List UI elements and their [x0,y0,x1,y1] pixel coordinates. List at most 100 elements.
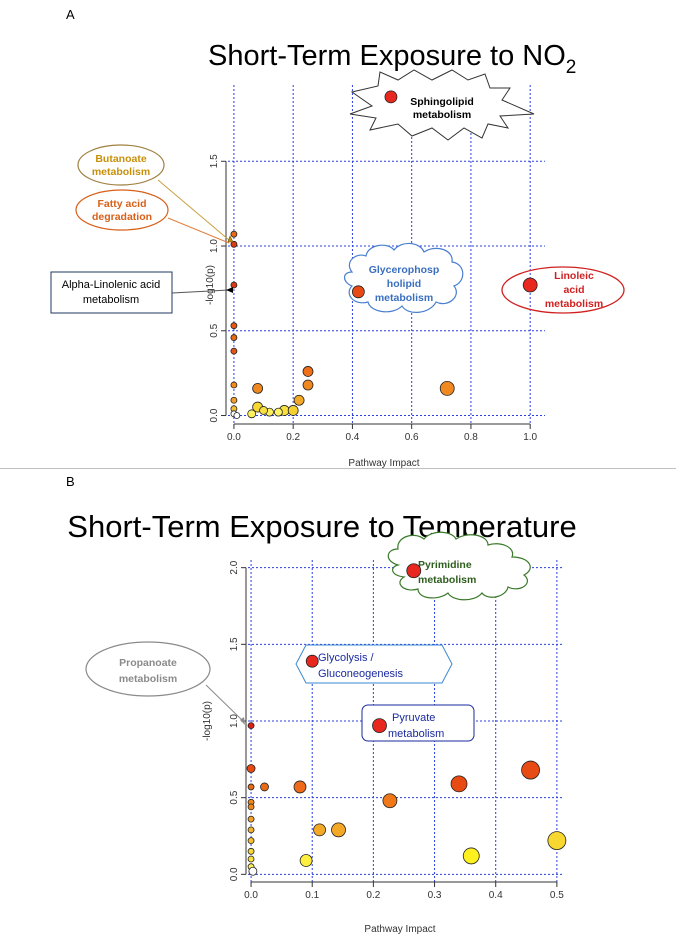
chart-b-points [246,563,567,876]
annotation-glycerophospholipid: Glycerophosp holipid metabolism [343,242,464,313]
chart-a-point-4 [230,240,238,248]
chart-b-ytick-label-1: 0.5 [229,790,240,804]
propanoate-arrowhead [240,717,245,725]
annotation-pyrimidine: Pyrimidine metabolism [387,531,531,601]
annotation-sphingolipid-line2: metabolism [413,109,471,121]
chart-b-point-1 [305,654,319,668]
chart-a-point-17 [439,381,455,396]
annotation-glycerophospholipid-line1: Glycerophosp [369,264,440,276]
chart-b-point-19 [299,854,313,867]
chart-a-ytick-label-2: 1.0 [209,239,220,253]
annotation-butanoate-line2: metabolism [92,166,150,178]
chart-a-axes: 0.0 0.2 0.4 0.6 0.8 1.0 0.0 0.5 1.0 1.5 [209,154,538,443]
annotation-sphingolipid-line1: Sphingolipid [410,96,474,108]
chart-b-ylabel: -log10(p) [202,701,213,741]
chart-a-ylabel: -log10(p) [205,265,216,305]
annotation-pyrimidine-line1: Pyrimidine [418,559,472,571]
chart-b-ytick-label-0: 0.0 [229,867,240,881]
chart-b-xtick-label-3: 0.3 [428,890,442,901]
chart-b-point-11 [247,837,255,845]
chart-b-point-13 [247,855,255,863]
chart-a-point-10 [230,396,238,404]
panel-letter-b: B [66,474,75,489]
chart-b-point-20 [382,793,398,809]
annotation-linoleic-line2: acid [563,284,584,296]
chart-a-points [230,90,538,419]
annotation-propanoate-line1: Propanoate [119,657,177,669]
chart-a-xtick-label-2: 0.4 [345,432,359,443]
annotation-pyruvate-line1: Pyruvate [392,712,435,724]
chart-a-point-5 [230,281,238,289]
chart-b-point-10 [247,826,255,834]
pyruvate-box [361,704,475,742]
chart-b-point-8 [247,803,255,811]
chart-b-point-24 [547,831,567,851]
chart-a-point-15 [302,379,314,391]
chart-a-point-24 [273,407,283,417]
chart-a-triangle-marker [227,235,234,243]
annotation-pyrimidine-line2: metabolism [418,574,476,586]
chart-b-ytick-label-4: 2.0 [229,560,240,574]
annotation-alpha-linolenic-line1: Alpha-Linolenic acid [62,279,160,291]
butanoate-ellipse [77,144,165,186]
chart-b-point-22 [462,847,480,865]
propanoate-pointer [205,684,244,722]
chart-b-point-6 [260,782,269,792]
chart-b-axes: 0.0 0.1 0.2 0.3 0.4 0.5 0.0 0.5 1.0 1.5 2.0 [229,560,564,901]
chart-a-xtick-label-1: 0.2 [286,432,300,443]
chart-a-xtick-label-3: 0.6 [405,432,419,443]
chart-a-point-2 [522,277,538,293]
chart-a-point-9 [230,381,238,389]
annotation-butanoate: Butanoate metabolism [77,144,230,241]
chart-a-point-25 [233,412,241,419]
alpha-linolenic-box [50,271,173,314]
panel-b: B Short-Term Exposure to Temperature 0.0… [0,469,676,936]
chart-b-point-12 [247,847,255,855]
glycerophospholipid-cloud [343,242,464,313]
annotation-glycolysis-line1: Glycolysis / [318,652,375,664]
chart-a-point-21 [259,406,268,415]
chart-b-point-4 [246,764,256,773]
chart-b-ytick-label-2: 1.0 [229,714,240,728]
chart-a-point-16 [293,394,305,406]
chart-b-point-23 [521,760,540,780]
annotation-glycerophospholipid-line2: holipid [387,278,421,290]
fatty-acid-ellipse [75,189,169,231]
annotation-alpha-linolenic-line2: metabolism [83,294,139,306]
annotation-glycolysis: Glycolysis / Gluconeogenesis [295,644,453,684]
panel-a: A Short-Term Exposure to NO2 0.0 0.2 0.4 0.… [50,7,625,469]
annotation-fatty-acid-line2: degradation [92,211,152,223]
annotation-linoleic: Linoleic acid metabolism [501,266,625,314]
chart-b-point-2 [372,718,387,734]
chart-a-xtick-label-0: 0.0 [227,432,241,443]
chart-b-xtick-label-1: 0.1 [305,890,319,901]
annotation-propanoate-line2: metabolism [119,673,177,685]
alpha-linolenic-pointer [171,289,230,294]
chart-b-point-18 [331,822,346,838]
annotation-sphingolipid: Sphingolipid metabolism [349,69,535,141]
chart-a-point-8 [230,347,238,355]
chart-a-xtick-label-5: 1.0 [523,432,537,443]
chart-b-xtick-label-5: 0.5 [550,890,564,901]
chart-a-title-sub: 2 [566,57,577,78]
chart-b-point-0 [406,563,422,579]
annotation-butanoate-line1: Butanoate [95,153,146,165]
sphingolipid-burst-shape [349,69,535,141]
chart-b-point-9 [247,815,255,823]
butanoate-pointer [157,179,230,241]
glycolysis-hexagon [295,644,453,684]
chart-b-xtick-label-4: 0.4 [489,890,503,901]
chart-a-title-main: Short-Term Exposure to NO [208,40,566,72]
chart-a-arrow-marker [226,287,233,293]
chart-a-point-3 [230,230,238,238]
chart-a-ytick-label-3: 1.5 [209,154,220,168]
chart-a: Short-Term Exposure to NO2 0.0 0.2 0.4 0.6 0… [50,40,625,469]
annotation-alpha-linolenic: Alpha-Linolenic acid metabolism [50,271,230,314]
annotation-glycolysis-line2: Gluconeogenesis [318,668,404,680]
chart-a-point-13 [252,383,264,394]
pyrimidine-cloud [387,531,531,601]
chart-b-point-3 [247,722,255,730]
chart-a-point-23 [287,405,299,416]
chart-b-ytick-label-3: 1.5 [229,637,240,651]
propanoate-ellipse [85,641,211,697]
